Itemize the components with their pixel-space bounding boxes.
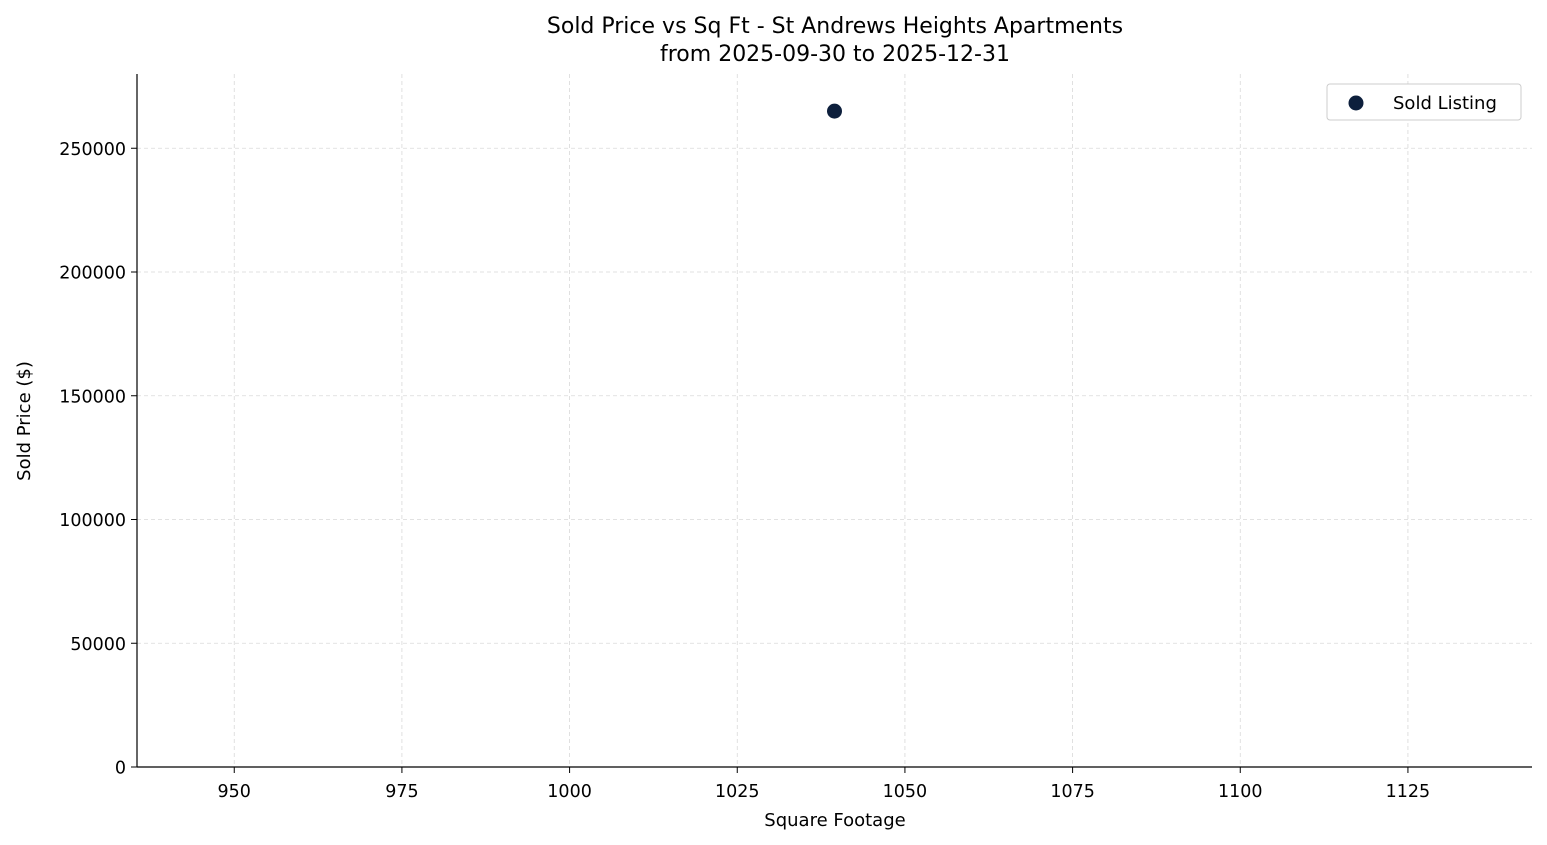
x-axis-label: Square Footage: [764, 810, 905, 831]
y-tick-label: 150000: [59, 387, 126, 407]
y-tick-label: 200000: [59, 264, 126, 284]
y-tick-label: 100000: [59, 511, 126, 531]
x-tick-label: 1050: [883, 782, 928, 802]
tick-labels: 950 975 1000 1025 1050 1075 1100 1125 0 50000 1000…: [59, 140, 1430, 802]
legend: Sold Listing: [1326, 83, 1522, 121]
chart-title: Sold Price vs Sq Ft - St Andrews Heights…: [547, 14, 1123, 39]
data-points: [827, 103, 842, 119]
x-tick-label: 975: [385, 782, 418, 802]
legend-box: [1326, 83, 1522, 121]
x-tick-label: 950: [218, 782, 251, 802]
y-tick-label: 0: [115, 759, 126, 779]
y-tick-label: 250000: [59, 140, 126, 160]
data-point: [827, 103, 842, 119]
x-tick-label: 1025: [715, 782, 760, 802]
y-axis-label: Sold Price ($): [14, 361, 35, 481]
grid: [137, 74, 1532, 768]
x-tick-label: 1075: [1050, 782, 1095, 802]
axes: [131, 74, 1532, 773]
chart-subtitle: from 2025-09-30 to 2025-12-31: [660, 42, 1010, 67]
x-tick-label: 1000: [547, 782, 592, 802]
x-tick-label: 1100: [1218, 782, 1263, 802]
legend-label: Sold Listing: [1393, 93, 1497, 114]
legend-marker: [1348, 95, 1364, 111]
x-tick-label: 1125: [1386, 782, 1431, 802]
y-tick-label: 50000: [70, 635, 126, 655]
